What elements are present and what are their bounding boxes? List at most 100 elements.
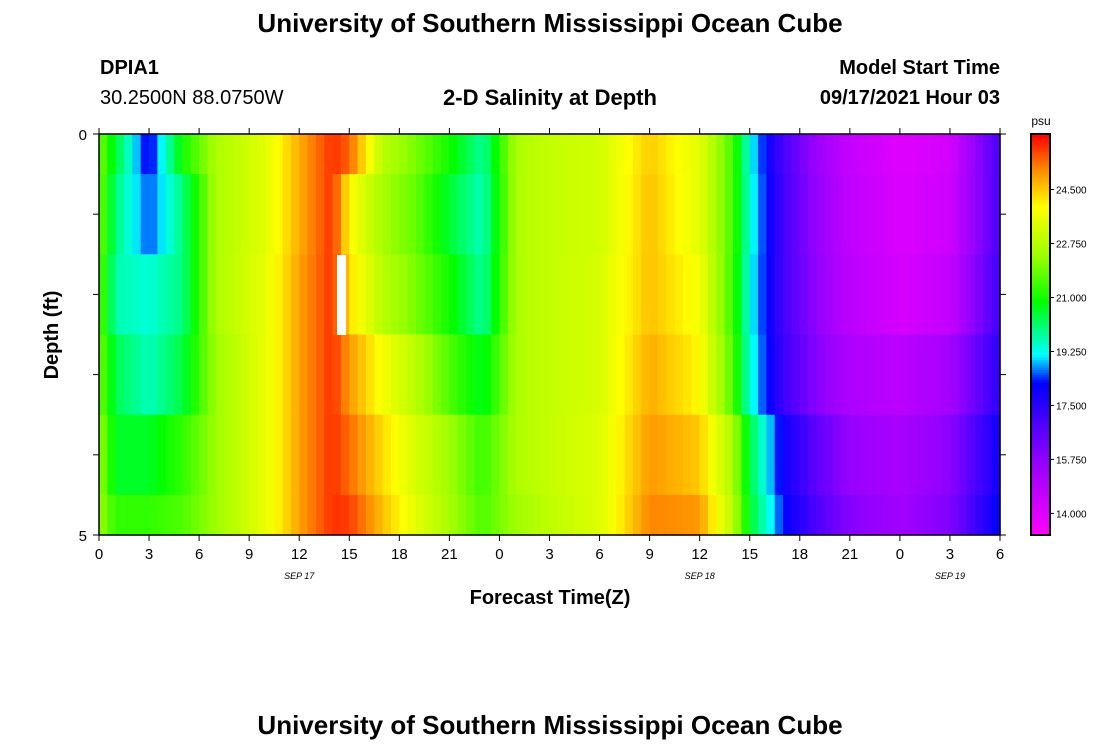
heatmap-cell (149, 134, 158, 175)
heatmap-cell (624, 134, 634, 175)
colorbar-segment (1031, 146, 1050, 150)
heatmap-cell (207, 494, 217, 536)
heatmap-cell (491, 134, 501, 175)
heatmap-cell (532, 334, 542, 416)
colorbar-tick-label: 19.250 (1056, 347, 1087, 358)
colorbar-segment (1031, 331, 1050, 336)
colorbar-segment (1031, 422, 1050, 426)
heatmap-cell (674, 334, 684, 416)
heatmap-cell (799, 494, 809, 536)
heatmap-cell (466, 494, 476, 536)
heatmap-cell (682, 414, 692, 496)
heatmap-cell (599, 174, 609, 255)
heatmap-cell (649, 134, 659, 175)
colorbar-segment (1031, 389, 1050, 393)
heatmap-cell (974, 334, 984, 416)
heatmap-cell (908, 494, 918, 536)
heatmap-cell (274, 174, 284, 255)
heatmap-cell (716, 134, 726, 175)
heatmap-cell (457, 254, 467, 336)
heatmap-cell (174, 134, 184, 175)
heatmap-cell (541, 414, 551, 496)
heatmap-cell (232, 134, 242, 175)
heatmap-cell (315, 334, 325, 416)
colorbar-segment (1031, 274, 1050, 278)
heatmap-cell (632, 174, 642, 255)
heatmap-cell (449, 134, 459, 175)
heatmap-cell (124, 174, 133, 255)
heatmap-cell (549, 174, 559, 255)
heatmap-cell (691, 254, 701, 336)
heatmap-cell (949, 254, 959, 336)
heatmap-cell (99, 134, 108, 175)
heatmap-cell (874, 414, 884, 496)
heatmap-cell (741, 254, 751, 336)
heatmap-cell (708, 174, 717, 255)
colorbar-segment (1031, 372, 1050, 376)
heatmap-cell (624, 334, 634, 416)
heatmap-cell (866, 174, 876, 255)
heatmap-cell (382, 494, 392, 536)
colorbar-segment (1031, 367, 1050, 371)
heatmap-cell (974, 254, 984, 336)
colorbar-segment (1031, 347, 1050, 351)
heatmap-cell (549, 414, 559, 496)
heatmap-cell (282, 334, 292, 416)
heatmap-cell (190, 134, 200, 175)
heatmap-cell (841, 134, 851, 175)
heatmap-cell (941, 414, 951, 496)
heatmap-cell (841, 334, 851, 416)
heatmap-cell (365, 174, 375, 255)
heatmap-cell (749, 414, 759, 496)
heatmap-cell (624, 254, 634, 336)
x-tick-label: 3 (145, 546, 153, 563)
colorbar-segment (1031, 196, 1050, 200)
heatmap-cell (374, 494, 384, 536)
colorbar-segment (1031, 291, 1050, 295)
heatmap-cell (616, 174, 626, 255)
heatmap-cell (933, 134, 943, 175)
heatmap-cell (557, 414, 567, 496)
heatmap-cell (207, 174, 217, 255)
heatmap-cell (657, 174, 667, 255)
heatmap-cell (290, 254, 300, 336)
heatmap-cell (215, 334, 225, 416)
heatmap-cell (766, 334, 776, 416)
heatmap-cell (349, 134, 359, 175)
colorbar-segment (1031, 301, 1050, 306)
colorbar-segment (1031, 364, 1050, 368)
colorbar-segment (1031, 136, 1050, 140)
heatmap-cell (224, 254, 234, 336)
heatmap-cell (474, 414, 484, 496)
heatmap-cell (766, 134, 776, 175)
colorbar-segment (1031, 419, 1050, 423)
heatmap-cell (991, 134, 1001, 175)
colorbar-segment (1031, 144, 1050, 148)
heatmap-cell (783, 174, 793, 255)
colorbar-segment (1031, 236, 1050, 240)
heatmap-cell (132, 254, 142, 336)
heatmap-cell (365, 494, 375, 536)
colorbar-segment (1031, 474, 1050, 478)
colorbar-segment (1031, 497, 1050, 501)
heatmap-cell (833, 334, 843, 416)
heatmap-cell (641, 494, 651, 536)
heatmap-cell (374, 254, 384, 336)
heatmap-cell (315, 134, 325, 175)
heatmap-cell (416, 494, 425, 536)
heatmap-cell (149, 414, 158, 496)
heatmap-cell (457, 174, 467, 255)
colorbar-segment (1031, 299, 1050, 303)
heatmap-cell (966, 174, 976, 255)
colorbar-tick-label: 14.000 (1056, 509, 1087, 520)
heatmap-cell (532, 174, 542, 255)
heatmap-cell (307, 414, 317, 496)
heatmap-cell (758, 254, 767, 336)
heatmap-cell (866, 254, 876, 336)
colorbar-segment (1031, 469, 1050, 473)
colorbar-segment (1031, 349, 1050, 353)
heatmap-cell (182, 414, 192, 496)
heatmap-cell (390, 174, 400, 255)
heatmap-cell (799, 414, 809, 496)
heatmap-cell (174, 334, 184, 416)
